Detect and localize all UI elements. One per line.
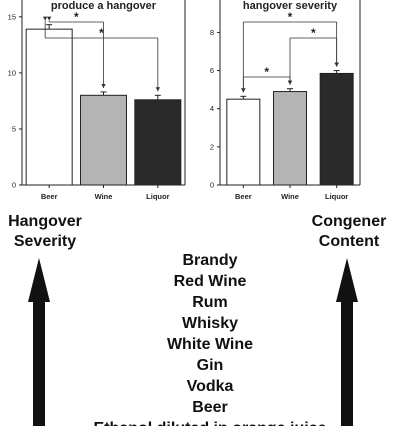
drink-item: Whisky xyxy=(181,315,238,332)
left-up-arrow-icon xyxy=(28,258,50,426)
y-tick-label: 15 xyxy=(8,12,16,21)
category-label: Wine xyxy=(95,192,113,201)
y-tick-label: 4 xyxy=(210,104,214,113)
chart-title: produce a hangover xyxy=(51,0,157,12)
bar-liquor xyxy=(134,99,182,186)
hangover-severity-label-line-1: Hangover xyxy=(8,213,82,230)
congener-content-label-line-1: Congener xyxy=(311,213,387,230)
significance-arrowhead xyxy=(46,16,52,21)
congener-content-label-line-2: Content xyxy=(318,233,380,250)
bar-beer xyxy=(226,98,261,186)
congener-content-label: Congener Content xyxy=(300,212,398,252)
bar-liquor xyxy=(319,72,354,186)
category-label: Beer xyxy=(41,192,58,201)
significance-star: * xyxy=(264,65,269,79)
bar-wine xyxy=(273,91,307,186)
hangover-severity-label-line-2: Severity xyxy=(13,233,77,250)
category-label: Liquor xyxy=(325,192,348,201)
chart-panel-2: hangover severity 0 2 4 6 8 Beer Wine Liquor * * * xyxy=(210,0,361,201)
category-label: Beer xyxy=(235,192,252,201)
chart-panel-1: produce a hangover 0 5 10 15 Beer Wine Liquor * * xyxy=(8,0,186,201)
significance-star: * xyxy=(288,10,293,24)
significance-arrowhead xyxy=(334,62,339,67)
bar-wine xyxy=(80,94,127,186)
bar-charts: produce a hangover 0 5 10 15 Beer Wine Liquor * *… xyxy=(8,0,361,201)
drink-item: White Wine xyxy=(166,336,254,353)
y-tick-label: 8 xyxy=(210,28,214,37)
significance-star: * xyxy=(74,10,79,24)
significance-arrowhead xyxy=(287,80,293,85)
drink-item: Ethanol diluted in orange juice xyxy=(90,418,330,426)
drink-ranking-list: Brandy Red Wine Rum Whisky White Wine Gi… xyxy=(90,250,330,426)
significance-arrowhead xyxy=(155,87,161,92)
significance-arrowhead xyxy=(101,83,106,88)
drink-item: Rum xyxy=(192,294,228,311)
y-tick-label: 10 xyxy=(8,68,16,77)
significance-arrowhead xyxy=(42,16,48,21)
drink-item: Beer xyxy=(192,399,228,416)
category-label: Wine xyxy=(281,192,299,201)
drink-item: Red Wine xyxy=(173,273,247,290)
drink-item: Vodka xyxy=(186,378,234,395)
chart-title: hangover severity xyxy=(243,0,338,12)
right-up-arrow-icon xyxy=(336,258,358,426)
significance-star: * xyxy=(311,26,316,40)
y-tick-label: 0 xyxy=(210,181,214,190)
significance-star: * xyxy=(99,26,104,40)
y-tick-label: 2 xyxy=(210,142,214,151)
category-label: Liquor xyxy=(146,192,169,201)
bar-beer xyxy=(25,28,73,186)
drink-item: Brandy xyxy=(182,252,238,269)
y-tick-label: 6 xyxy=(210,66,214,75)
drink-item: Gin xyxy=(196,357,224,374)
significance-arrowhead xyxy=(241,88,246,93)
y-tick-label: 5 xyxy=(12,124,16,133)
y-tick-label: 0 xyxy=(12,181,16,190)
hangover-severity-label: Hangover Severity xyxy=(2,212,88,252)
